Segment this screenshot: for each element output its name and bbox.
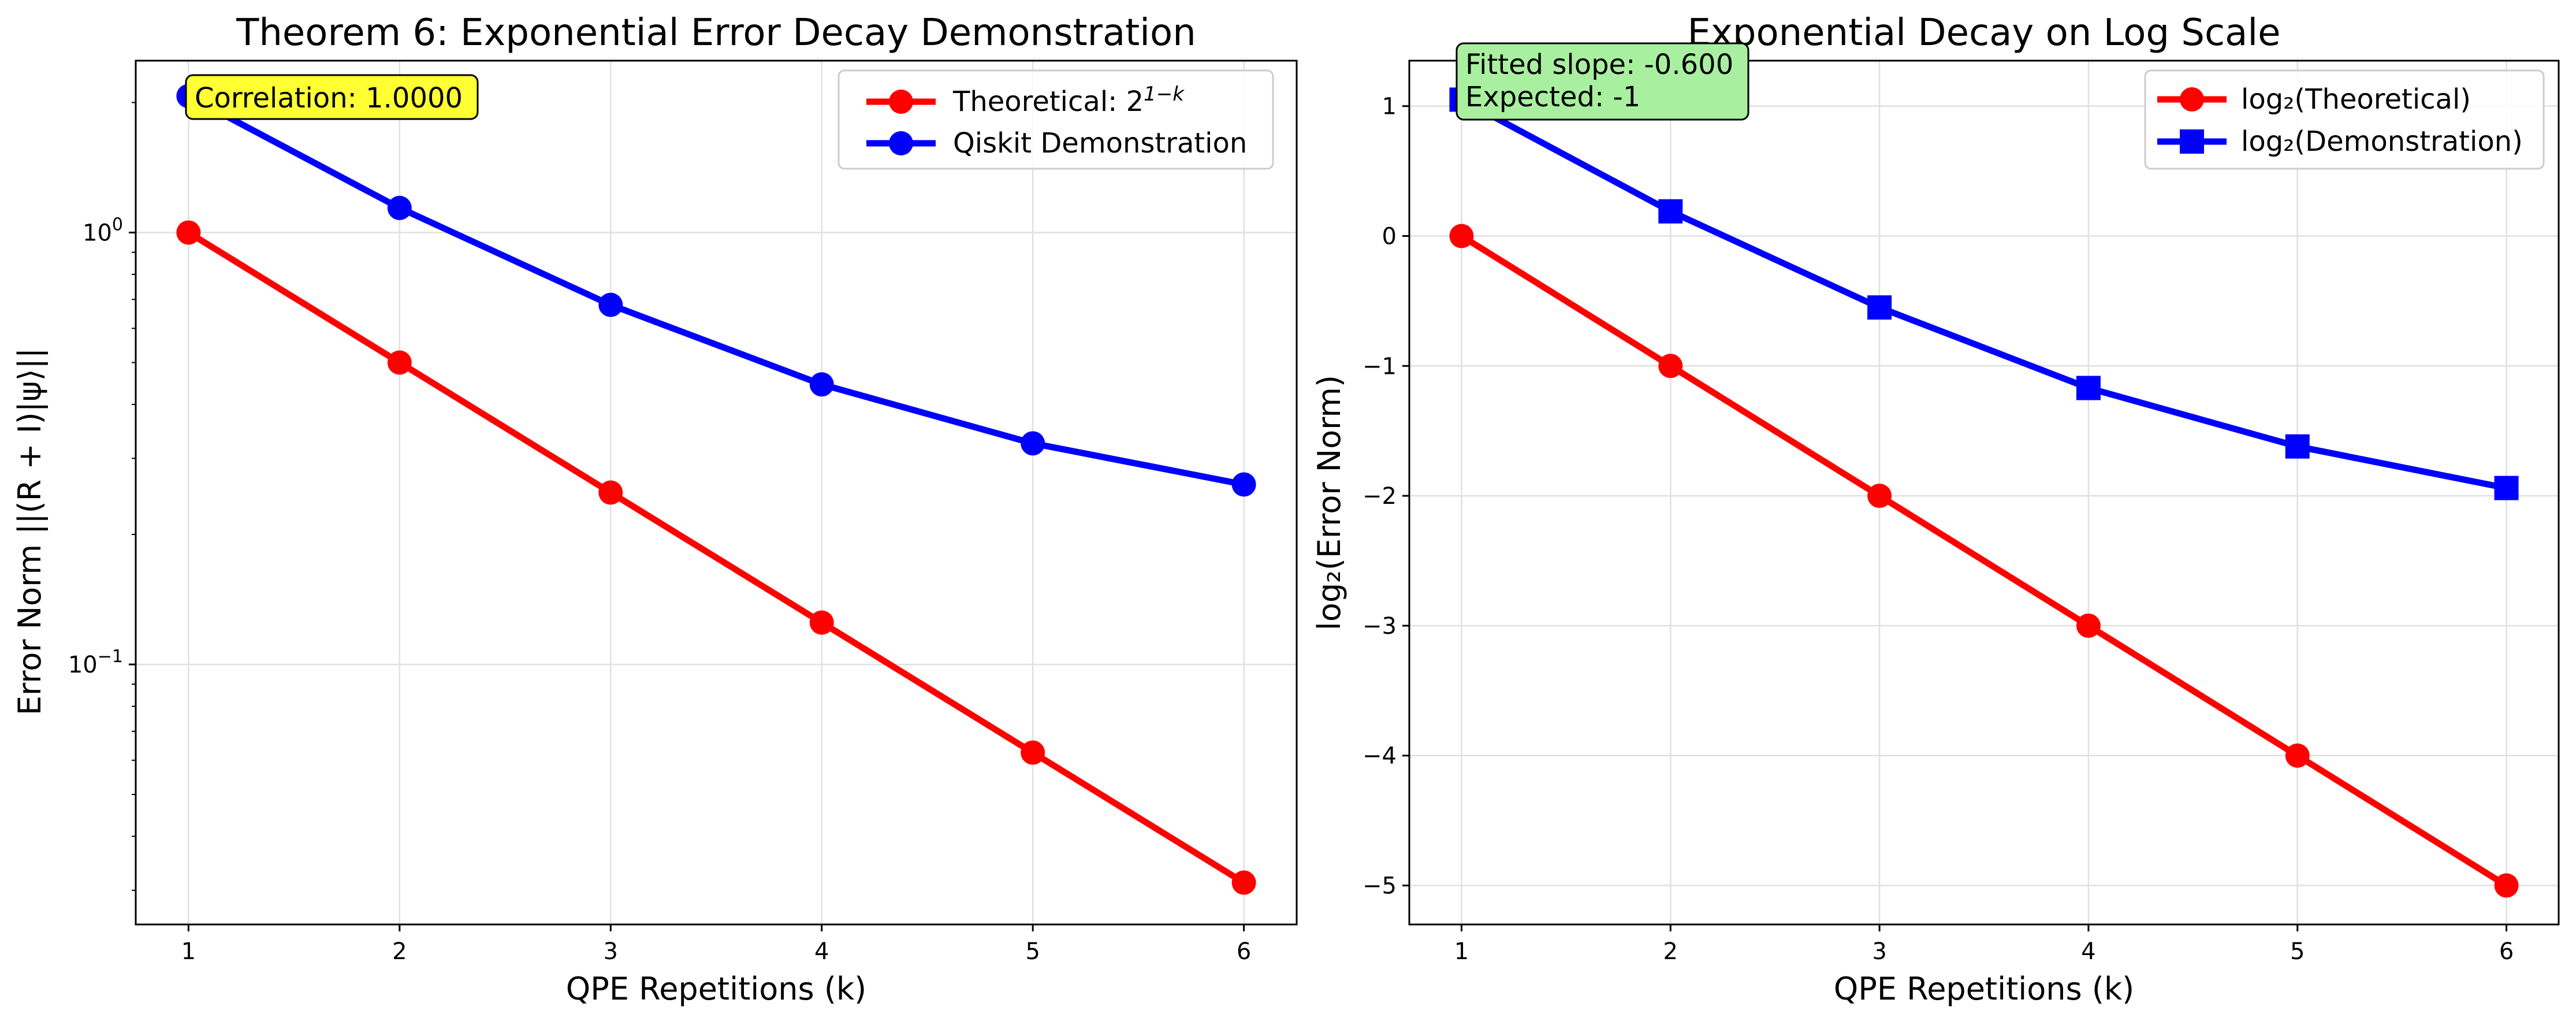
x-tick-label: 2: [392, 938, 407, 965]
data-point-0: [387, 350, 412, 375]
right-x-ticks: 1 2 3 4 5 6: [1454, 924, 2514, 965]
series-line-0: [1460, 233, 2508, 889]
left-chart-title: Theorem 6: Exponential Error Decay Demon…: [236, 12, 1196, 54]
right-grid: [1409, 61, 2559, 924]
data-point-0: [2285, 743, 2310, 768]
data-point-1: [1658, 199, 1683, 224]
data-point-0: [2494, 873, 2519, 898]
left-x-axis-label: QPE Repetitions (k): [566, 971, 867, 1007]
chart-right: Exponential Decay on Log Scale QPE Repet…: [1311, 12, 2560, 1007]
right-plot-frame: [1408, 60, 2560, 926]
y-tick-exponent: −1: [98, 647, 123, 667]
right-y-ticks: 1 0 −1 −2 −3 −4 −5: [1363, 94, 1409, 900]
left-series: [176, 84, 1256, 895]
data-point-0: [1867, 484, 1892, 508]
data-point-1: [1021, 431, 1045, 456]
left-legend-box: [837, 69, 1274, 170]
data-point-0: [1231, 870, 1256, 895]
data-point-1: [1867, 295, 1892, 320]
legend-marker-theoretical: [889, 90, 913, 114]
left-annotation-box: [185, 74, 479, 120]
data-point-1: [2494, 476, 2519, 500]
y-tick-label: 0: [1382, 223, 1397, 250]
data-point-1: [2285, 434, 2310, 459]
legend-label-theoretical: Theoretical: 21−k: [952, 83, 1185, 118]
y-tick-label: 100: [83, 214, 123, 246]
right-legend: log₂(Theoretical) log₂(Demonstration): [2144, 69, 2545, 170]
x-tick-label: 6: [2499, 938, 2514, 965]
y-tick-base: 10: [68, 652, 98, 678]
legend-label-qiskit: Qiskit Demonstration: [953, 127, 1247, 159]
right-legend-box: [2144, 69, 2545, 170]
right-annotation-line-1: Fitted slope: -0.600: [1465, 49, 1733, 81]
data-point-1: [1231, 472, 1256, 497]
data-point-0: [176, 220, 201, 245]
x-tick-label: 5: [1025, 938, 1040, 965]
x-tick-label: 5: [2290, 938, 2305, 965]
right-y-axis-label: log₂(Error Norm): [1311, 375, 1347, 630]
series-line-0: [187, 229, 1246, 886]
y-tick-label: −1: [1363, 353, 1397, 380]
right-chart-title: Exponential Decay on Log Scale: [1688, 12, 2281, 54]
left-annotation: Correlation: 1.0000: [185, 74, 479, 120]
x-tick-label: 4: [2081, 938, 2095, 965]
left-annotation-text: Correlation: 1.0000: [195, 82, 463, 114]
x-tick-label: 2: [1663, 938, 1678, 965]
left-x-ticks: 1 2 3 4 5 6: [181, 924, 1251, 965]
x-tick-label: 4: [814, 938, 829, 965]
right-annotation: Fitted slope: -0.600 Expected: -1: [1455, 42, 1749, 121]
data-point-0: [1449, 224, 1474, 248]
right-annotation-box: [1455, 42, 1749, 121]
legend-marker-qiskit: [889, 131, 913, 155]
right-annotation-line-2: Expected: -1: [1465, 81, 1640, 113]
chart-left: Theorem 6: Exponential Error Decay Demon…: [12, 12, 1298, 1007]
series-line-1: [1460, 96, 2507, 492]
y-tick-label: −5: [1363, 873, 1397, 900]
data-point-0: [809, 610, 834, 635]
y-tick-label: −2: [1363, 483, 1397, 510]
right-x-axis-label: QPE Repetitions (k): [1834, 971, 2135, 1007]
x-tick-label: 3: [604, 938, 618, 965]
data-point-0: [1658, 354, 1683, 378]
left-y-axis-label: Error Norm ||(R + I)|ψ⟩||: [12, 348, 48, 715]
y-tick-base: 10: [83, 220, 112, 246]
legend-label-log-demonstration: log₂(Demonstration): [2241, 125, 2523, 158]
legend-marker-log-theoretical: [2180, 87, 2204, 112]
y-tick-label: −4: [1363, 743, 1397, 770]
y-tick-label: −3: [1363, 613, 1397, 640]
y-tick-exponent: 0: [112, 214, 123, 235]
x-tick-label: 6: [1237, 938, 1251, 965]
data-point-0: [598, 480, 623, 505]
series-line-1: [187, 93, 1245, 488]
y-tick-label: 1: [1382, 94, 1397, 120]
data-point-1: [809, 372, 834, 397]
y-tick-label: 10−1: [68, 647, 123, 678]
data-point-1: [598, 292, 623, 317]
left-legend: Theoretical: 21−k Qiskit Demonstration: [837, 69, 1274, 170]
x-tick-label: 1: [1454, 938, 1469, 965]
legend-marker-log-demonstration: [2180, 129, 2204, 154]
right-series: [1449, 87, 2519, 898]
data-point-1: [387, 195, 412, 220]
data-point-0: [2076, 613, 2101, 638]
legend-label-log-theoretical: log₂(Theoretical): [2241, 83, 2471, 116]
left-plot-frame: [135, 60, 1298, 926]
x-tick-label: 3: [1872, 938, 1886, 965]
data-point-0: [1021, 740, 1045, 765]
x-tick-label: 1: [181, 938, 196, 965]
data-point-1: [2076, 376, 2101, 400]
